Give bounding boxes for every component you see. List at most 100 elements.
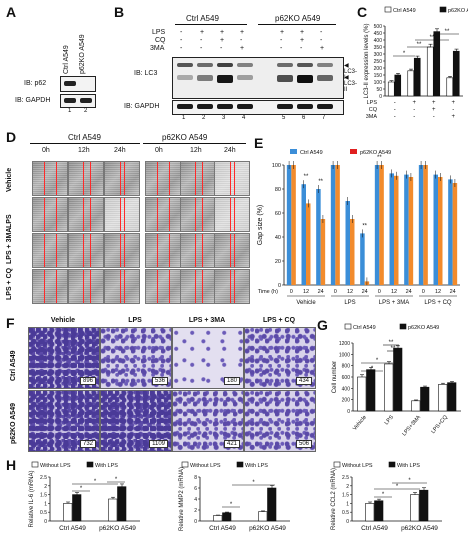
scratch-edge-left xyxy=(120,234,121,267)
row-label: CQ xyxy=(369,107,378,113)
bar xyxy=(446,77,454,97)
category-label: Ctrl A549 xyxy=(59,525,86,532)
legend-label-ctrl: Ctrl A549 xyxy=(300,150,323,156)
scratch-image xyxy=(68,197,104,232)
treatment-sign: - xyxy=(413,114,415,120)
lane-number: 5 xyxy=(282,115,286,121)
y-tick-label: 60 xyxy=(275,211,281,217)
gapdh-band xyxy=(177,104,193,109)
sig-star: ** xyxy=(304,174,309,180)
category-label: Vehicle xyxy=(352,414,368,431)
bar xyxy=(420,386,430,412)
scratch-edge-left xyxy=(120,270,121,303)
sign-ctrl: + xyxy=(240,45,245,52)
time-tick: 24 xyxy=(406,289,412,295)
sig-star: * xyxy=(115,477,118,483)
legend-swatch xyxy=(236,461,244,468)
ib-p62-label: IB: p62 xyxy=(24,80,47,87)
time-label: 0h xyxy=(155,147,163,154)
scratch-edge-left xyxy=(120,198,121,231)
cell-count: 536 xyxy=(151,377,168,385)
time-label: 12h xyxy=(190,147,202,154)
legend-label: Ctrl A549 xyxy=(393,8,416,14)
sign-ctrl: - xyxy=(200,37,203,44)
bar-ctrl xyxy=(301,184,306,285)
time-tick: 12 xyxy=(391,289,397,295)
sign-ko: + xyxy=(280,29,285,36)
sig-star: * xyxy=(382,492,385,498)
time-tick: 12 xyxy=(303,289,309,295)
bar xyxy=(258,511,268,522)
scratch-image xyxy=(145,233,181,268)
y-tick-label: 200 xyxy=(374,66,383,72)
legend-swatch xyxy=(399,323,407,330)
bar-ctrl xyxy=(330,165,336,285)
sig-star: * xyxy=(94,479,97,485)
time-label: 24h xyxy=(114,147,126,154)
y-axis-label: Relative MMP2 (mRNA) xyxy=(179,467,185,531)
lane-num-a1: 1 xyxy=(68,108,72,114)
y-tick-label: 250 xyxy=(374,59,383,65)
legend-label: Ctrl A549 xyxy=(353,325,376,331)
bar-ctrl xyxy=(418,165,424,285)
lc3-ii-label: ◀ LC3-II xyxy=(344,75,358,93)
scratch-edge-left xyxy=(230,162,231,195)
y-tick-label: 100 xyxy=(374,80,383,86)
scratch-edge-right xyxy=(89,234,91,267)
lane-number: 3 xyxy=(222,115,226,121)
lane-number: 1 xyxy=(182,115,186,121)
bar xyxy=(394,74,402,97)
scratch-edge-right xyxy=(234,198,235,231)
bar xyxy=(410,494,420,522)
il6-chart: 0 0.5 1 1.5 2 2.5 Relative IL-6 (mRNA) Ctrl A54… xyxy=(29,461,140,532)
ib-gapdh-label-b: IB: GAPDH xyxy=(124,103,160,110)
bar-ko xyxy=(379,165,384,285)
y-tick-label: 0 xyxy=(379,94,382,100)
transwell-image: 536 xyxy=(100,327,172,389)
scratch-edge-left xyxy=(44,234,45,267)
lc3-ii-band xyxy=(277,75,293,82)
scratch-edge-left xyxy=(157,234,158,267)
legend-label: Without LPS xyxy=(342,463,373,469)
panel-b-letter: B xyxy=(114,4,125,20)
y-tick-label: 1 xyxy=(44,501,47,507)
ib-gapdh-label-a: IB: GAPDH xyxy=(15,97,51,104)
scratch-edge-right xyxy=(56,162,57,195)
y-tick-label: 2 xyxy=(194,508,197,514)
group-label: LPS xyxy=(344,300,355,306)
scratch-edge-left xyxy=(157,270,158,303)
scratch-edge-right xyxy=(89,162,91,195)
lc3-i-band xyxy=(177,63,193,67)
y-tick-label: 0 xyxy=(194,519,197,525)
legend-swatch xyxy=(439,6,447,13)
gapdh-band xyxy=(297,104,313,109)
lc3-i-label: ◀ LC3-I xyxy=(344,63,358,81)
bar xyxy=(419,489,429,522)
bar xyxy=(407,70,415,97)
scratch-edge-right xyxy=(56,198,57,231)
legend-swatch xyxy=(31,461,39,468)
scratch-image xyxy=(104,233,140,268)
y-tick-label: 8 xyxy=(194,475,197,481)
category-label: Ctrl A549 xyxy=(361,525,388,532)
scratch-edge-left xyxy=(230,198,231,231)
bar xyxy=(393,347,403,412)
group-label: LPS + CQ xyxy=(424,300,452,306)
bar xyxy=(426,46,434,97)
gapdh-blot-b xyxy=(172,100,344,115)
lc3-ii-text: LC3-II xyxy=(344,81,358,93)
f-col-label: LPS + CQ xyxy=(262,317,296,324)
scratch-edge-right xyxy=(169,198,170,231)
bar xyxy=(117,486,127,522)
legend-swatch-ctrl xyxy=(290,149,297,154)
time-tick: 0 xyxy=(378,289,381,295)
y-tick-label: 20 xyxy=(275,259,281,265)
scratch-edge-right xyxy=(234,270,235,303)
scratch-edge-left xyxy=(120,162,121,195)
scratch-image xyxy=(32,269,68,304)
scratch-edge-left xyxy=(194,234,196,267)
y-tick-label: 1200 xyxy=(339,341,350,347)
bar-ctrl xyxy=(448,179,453,285)
row-label-d: LPS xyxy=(6,214,13,228)
group2-label: p62KO A549 xyxy=(275,14,321,23)
